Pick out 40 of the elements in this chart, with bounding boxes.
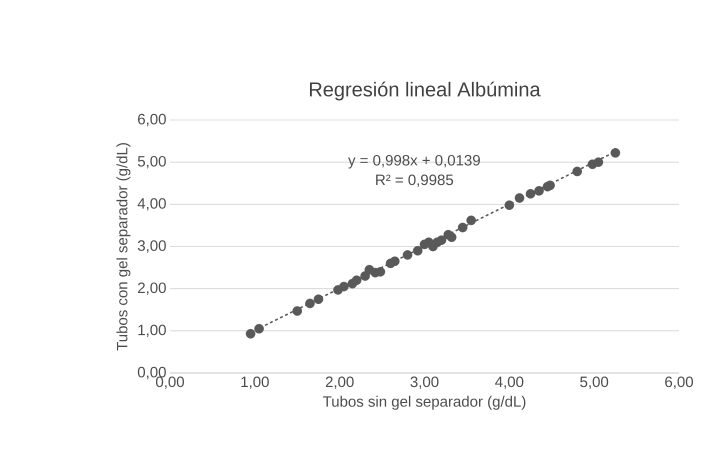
- x-tick-label: 3,00: [410, 376, 439, 389]
- point: [352, 275, 362, 286]
- point: [436, 235, 446, 245]
- y-tick-label: 4,00: [138, 198, 166, 211]
- y-axis-title: Tubos con gel separador (g/dL): [116, 143, 130, 351]
- point: [246, 328, 256, 339]
- point: [305, 298, 315, 308]
- point: [594, 157, 604, 167]
- point: [504, 200, 514, 210]
- point: [446, 232, 456, 242]
- point: [376, 267, 386, 277]
- y-tick-label: 5,00: [138, 156, 166, 168]
- point: [339, 282, 349, 292]
- point: [390, 256, 400, 266]
- y-tick-label: 1,00: [138, 324, 166, 338]
- point: [610, 148, 620, 158]
- x-tick-label: 2,00: [326, 376, 354, 389]
- point: [314, 294, 324, 304]
- y-tick-label: 6,00: [138, 114, 166, 126]
- annotation: y = 0,998x + 0,0139: [348, 154, 480, 169]
- point: [402, 250, 412, 260]
- point: [514, 193, 524, 203]
- point: [526, 188, 536, 199]
- x-tick-label: 5,00: [580, 376, 608, 389]
- point: [466, 216, 476, 226]
- point: [534, 186, 544, 196]
- point: [292, 306, 302, 316]
- point: [572, 166, 582, 176]
- x-tick-label: 4,00: [495, 376, 524, 389]
- chart-title: Regresión lineal Albúmina: [310, 82, 541, 100]
- y-tick-label: 2,00: [138, 282, 166, 295]
- x-tick-label: 1,00: [241, 376, 269, 389]
- point: [254, 324, 264, 334]
- x-tick-label: 6,00: [665, 376, 694, 389]
- x-axis-title: Tubos sin gel separador (g/dL): [322, 396, 526, 410]
- point: [545, 180, 555, 190]
- point: [458, 222, 468, 232]
- y-tick-label: 3,00: [138, 240, 166, 253]
- point: [412, 246, 423, 256]
- annotation: R² = 0,9985: [376, 174, 454, 187]
